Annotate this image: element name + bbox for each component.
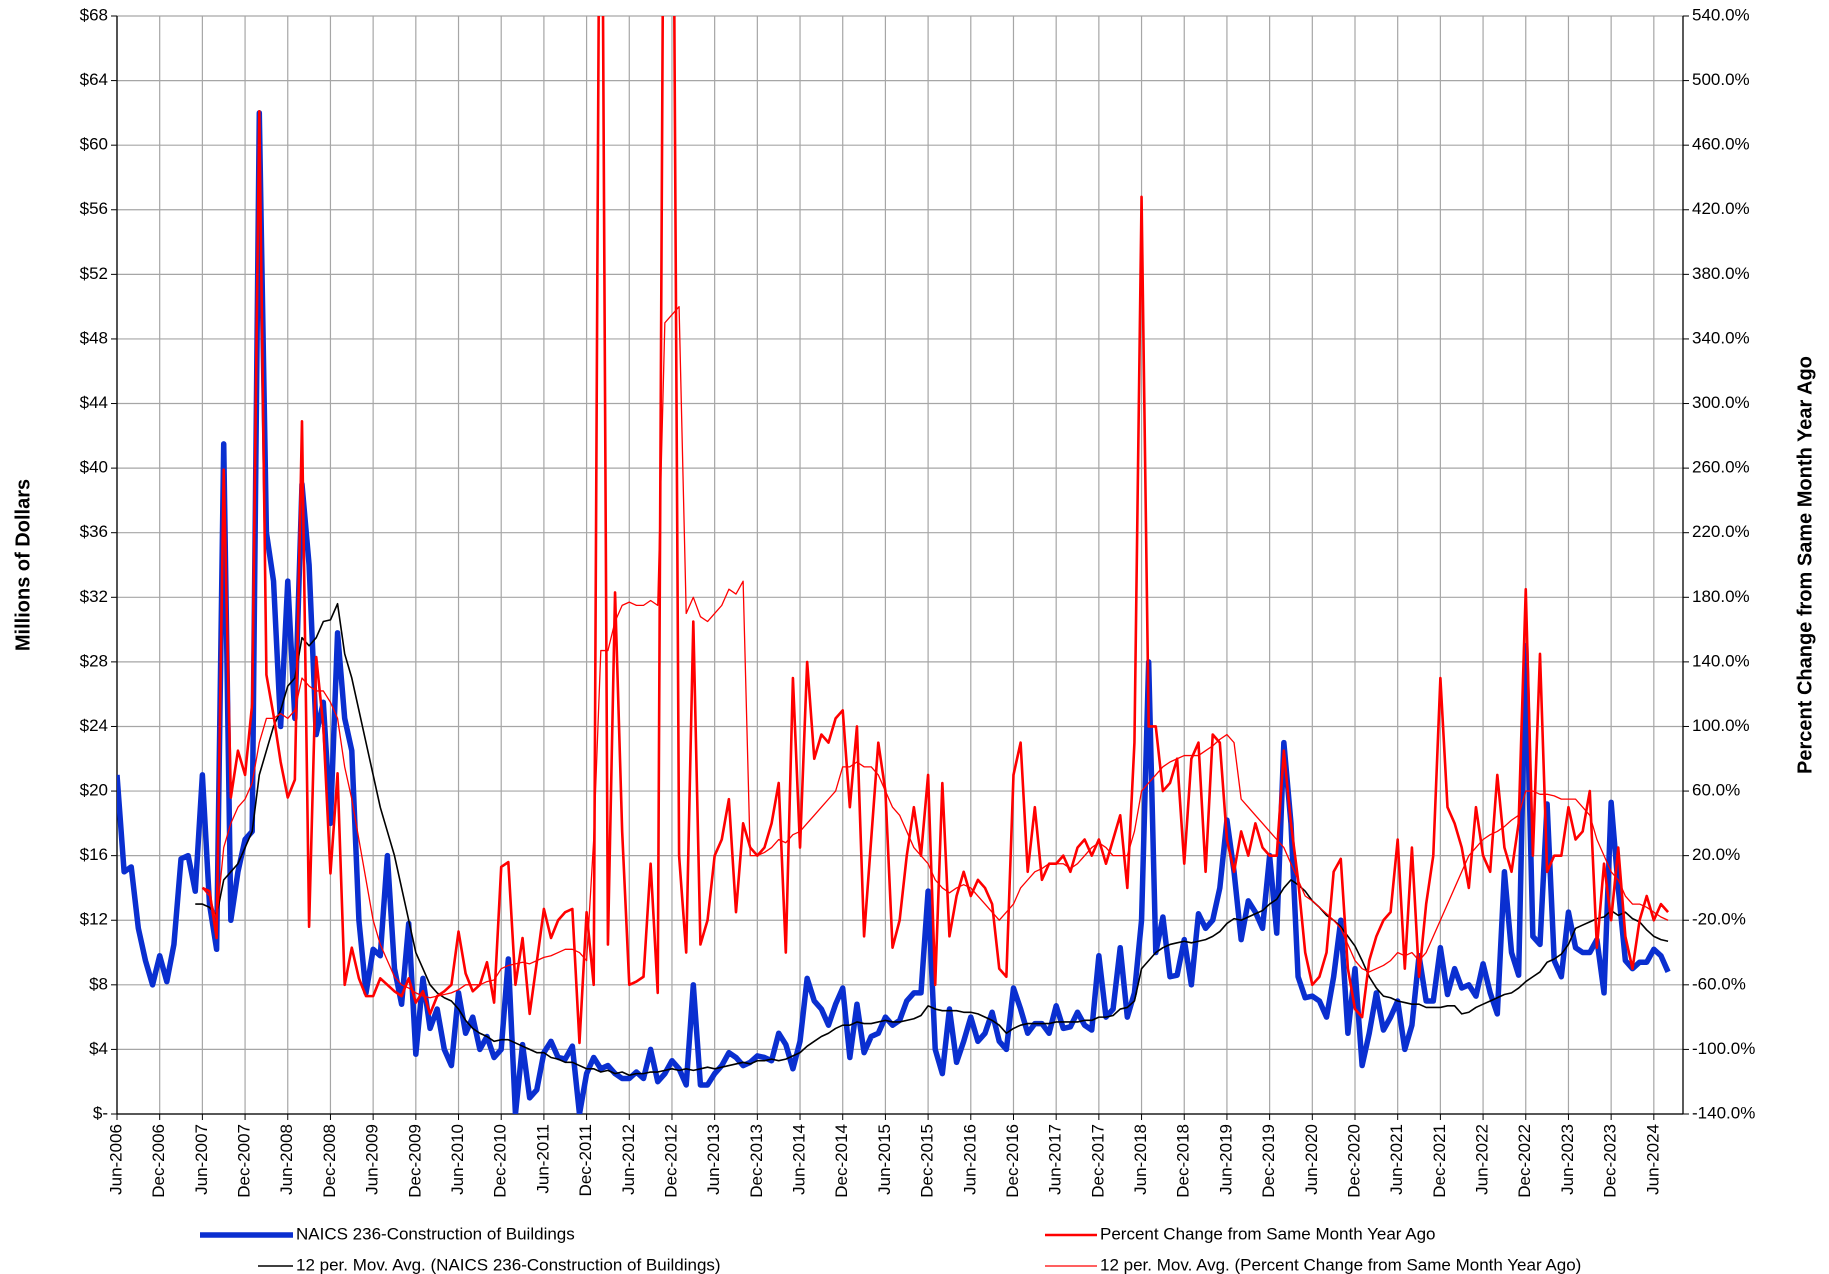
x-tick-label: Dec-2012 bbox=[661, 1124, 680, 1198]
x-tick-label: Dec-2016 bbox=[1003, 1124, 1022, 1198]
y-tick-label: $48 bbox=[80, 328, 108, 347]
x-tick-label: Jun-2007 bbox=[192, 1124, 211, 1195]
x-tick-label: Dec-2019 bbox=[1259, 1124, 1278, 1198]
y2-tick-label: 260.0% bbox=[1692, 458, 1750, 477]
y-tick-label: $52 bbox=[80, 264, 108, 283]
y-tick-label: $16 bbox=[80, 845, 108, 864]
x-tick-label: Dec-2015 bbox=[918, 1124, 937, 1198]
y2-tick-label: 500.0% bbox=[1692, 70, 1750, 89]
y-tick-label: $20 bbox=[80, 781, 108, 800]
legend-label: 12 per. Mov. Avg. (NAICS 236-Constructio… bbox=[296, 1255, 721, 1274]
y-tick-label: $8 bbox=[89, 974, 108, 993]
x-tick-label: Jun-2018 bbox=[1131, 1124, 1150, 1195]
x-tick-label: Dec-2014 bbox=[832, 1124, 851, 1198]
legend-label: 12 per. Mov. Avg. (Percent Change from S… bbox=[1100, 1255, 1581, 1274]
x-tick-label: Jun-2022 bbox=[1473, 1124, 1492, 1195]
x-tick-label: Jun-2014 bbox=[790, 1124, 809, 1195]
y-tick-label: $24 bbox=[80, 716, 108, 735]
x-tick-label: Jun-2012 bbox=[619, 1124, 638, 1195]
x-tick-label: Jun-2013 bbox=[704, 1124, 723, 1195]
x-tick-label: Jun-2015 bbox=[875, 1124, 894, 1195]
x-tick-label: Dec-2010 bbox=[491, 1124, 510, 1198]
y2-tick-label: 380.0% bbox=[1692, 264, 1750, 283]
y-tick-label: $32 bbox=[80, 587, 108, 606]
y2-tick-label: 460.0% bbox=[1692, 135, 1750, 154]
y2-tick-label: 180.0% bbox=[1692, 587, 1750, 606]
x-tick-label: Jun-2019 bbox=[1216, 1124, 1235, 1195]
y2-tick-label: 60.0% bbox=[1692, 781, 1740, 800]
x-tick-label: Jun-2006 bbox=[106, 1124, 125, 1195]
y2-tick-label: 20.0% bbox=[1692, 845, 1740, 864]
x-tick-label: Jun-2020 bbox=[1302, 1124, 1321, 1195]
y2-axis-title: Percent Change from Same Month Year Ago bbox=[1794, 356, 1816, 774]
x-tick-label: Dec-2013 bbox=[747, 1124, 766, 1198]
plot-area bbox=[117, 16, 1671, 1114]
x-tick-label: Jun-2009 bbox=[363, 1124, 382, 1195]
x-tick-label: Jun-2010 bbox=[448, 1124, 467, 1195]
legend-label: NAICS 236-Construction of Buildings bbox=[296, 1224, 575, 1243]
y-tick-label: $60 bbox=[80, 135, 108, 154]
y-tick-label: $28 bbox=[80, 651, 108, 670]
y2-tick-label: 220.0% bbox=[1692, 522, 1750, 541]
x-tick-label: Dec-2022 bbox=[1515, 1124, 1534, 1198]
x-tick-label: Dec-2021 bbox=[1430, 1124, 1449, 1198]
y-axis-title: Millions of Dollars bbox=[12, 479, 34, 651]
x-tick-label: Jun-2008 bbox=[277, 1124, 296, 1195]
x-tick-label: Dec-2009 bbox=[405, 1124, 424, 1198]
y-tick-label: $36 bbox=[80, 522, 108, 541]
x-tick-label: Dec-2018 bbox=[1174, 1124, 1193, 1198]
series-line bbox=[117, 110, 1671, 1114]
y-tick-label: $40 bbox=[80, 458, 108, 477]
series-line bbox=[201, 16, 1670, 1045]
y2-tick-label: 140.0% bbox=[1692, 651, 1750, 670]
y2-tick-label: 540.0% bbox=[1692, 5, 1750, 24]
y2-tick-label: -140.0% bbox=[1692, 1103, 1755, 1122]
x-tick-label: Jun-2017 bbox=[1046, 1124, 1065, 1195]
x-tick-label: Dec-2020 bbox=[1344, 1124, 1363, 1198]
y-tick-label: $68 bbox=[80, 5, 108, 24]
y2-tick-label: 340.0% bbox=[1692, 328, 1750, 347]
x-tick-label: Dec-2006 bbox=[149, 1124, 168, 1198]
x-tick-label: Jun-2024 bbox=[1643, 1124, 1662, 1195]
y-tick-label: $64 bbox=[80, 70, 108, 89]
y-tick-label: $44 bbox=[80, 393, 108, 412]
x-tick-label: Dec-2011 bbox=[576, 1124, 595, 1196]
y-tick-label: $56 bbox=[80, 199, 108, 218]
y2-tick-label: 420.0% bbox=[1692, 199, 1750, 218]
y2-tick-label: 300.0% bbox=[1692, 393, 1750, 412]
y2-tick-label: -100.0% bbox=[1692, 1039, 1755, 1058]
y-tick-label: $12 bbox=[80, 910, 108, 929]
y-tick-label: $- bbox=[93, 1103, 108, 1122]
y2-tick-label: -20.0% bbox=[1692, 910, 1746, 929]
legend-label: Percent Change from Same Month Year Ago bbox=[1100, 1224, 1435, 1243]
y-tick-label: $4 bbox=[89, 1039, 108, 1058]
x-tick-label: Dec-2008 bbox=[320, 1124, 339, 1198]
x-tick-label: Jun-2016 bbox=[960, 1124, 979, 1195]
x-tick-label: Jun-2023 bbox=[1558, 1124, 1577, 1195]
x-tick-label: Dec-2023 bbox=[1601, 1124, 1620, 1198]
x-tick-label: Dec-2017 bbox=[1088, 1124, 1107, 1198]
x-tick-label: Jun-2011 bbox=[533, 1124, 552, 1194]
x-tick-label: Dec-2007 bbox=[235, 1124, 254, 1198]
y2-tick-label: 100.0% bbox=[1692, 716, 1750, 735]
x-tick-label: Jun-2021 bbox=[1387, 1124, 1406, 1195]
series-line bbox=[201, 306, 1669, 999]
y2-tick-label: -60.0% bbox=[1692, 974, 1746, 993]
